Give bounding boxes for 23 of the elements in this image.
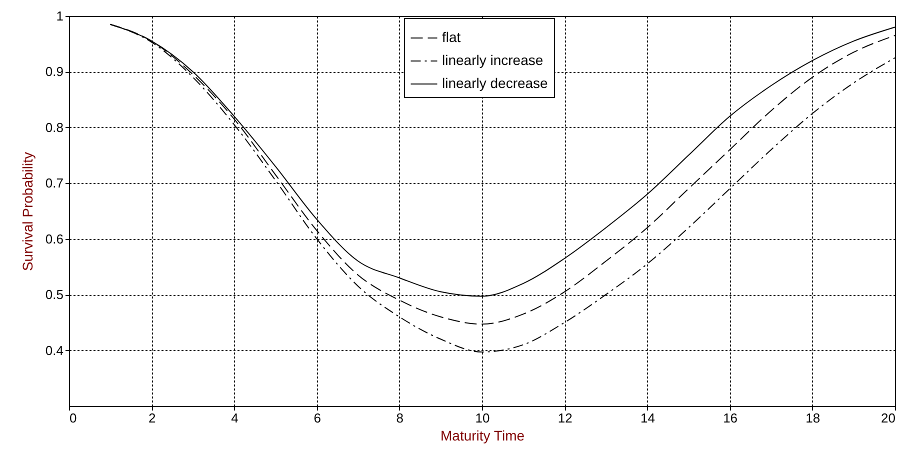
x-tick-label: 12 [558, 410, 572, 426]
y-tick-label: 0.8 [45, 120, 64, 135]
x-tick-label: 16 [723, 410, 738, 426]
y-tick-label: 0.6 [45, 231, 64, 246]
y-tick-label: 0.7 [45, 176, 64, 191]
x-tick-label: 14 [640, 410, 655, 426]
legend-label: linearly increase [442, 52, 544, 68]
x-tick-label: 18 [806, 410, 820, 426]
legend-label: flat [442, 29, 461, 45]
x-tick-label: 8 [396, 410, 404, 426]
y-tick-label: 1 [56, 8, 64, 24]
x-tick-label: 2 [148, 410, 156, 426]
y-axis-title: Survival Probability [19, 152, 36, 272]
x-tick-label: 4 [231, 410, 238, 426]
x-tick-label: 20 [881, 410, 896, 426]
x-tick-label: 6 [314, 410, 321, 426]
y-tick-label: 0.5 [45, 287, 64, 302]
x-axis-title: Maturity Time [440, 428, 525, 444]
y-tick-label: 0.4 [45, 342, 64, 358]
y-tick-label: 0.9 [45, 64, 64, 80]
x-tick-label: 10 [475, 410, 490, 426]
legend-label: linearly decrease [442, 75, 548, 91]
x-tick-label: 0 [70, 410, 77, 426]
